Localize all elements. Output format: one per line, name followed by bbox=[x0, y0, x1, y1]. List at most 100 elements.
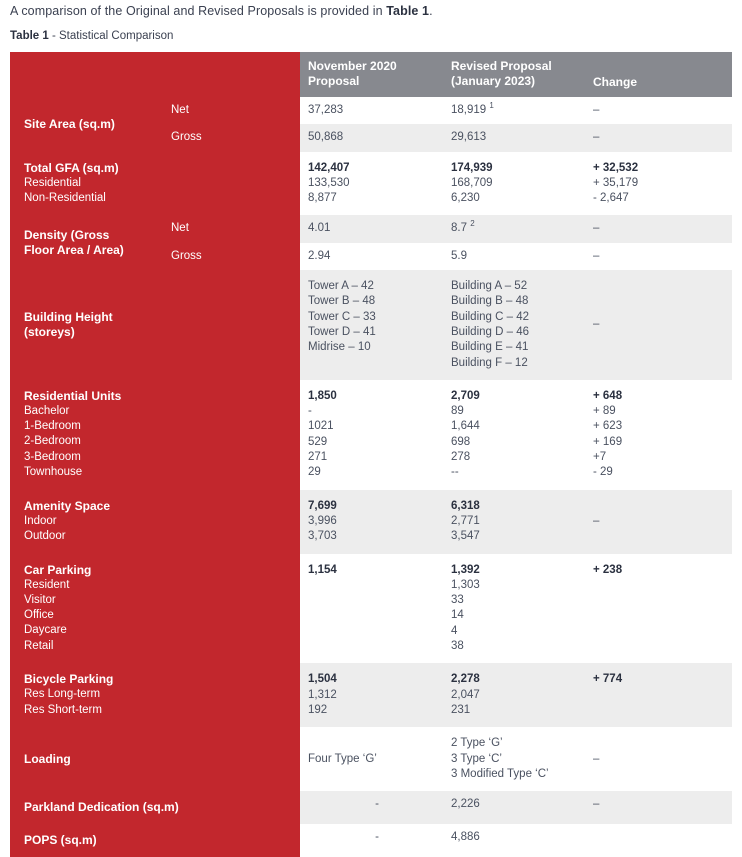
intro-text-after: . bbox=[429, 4, 433, 18]
runits-chg-3: + 169 bbox=[593, 435, 623, 448]
header-november: November 2020 Proposal bbox=[300, 52, 443, 97]
carpark-rev-5: 38 bbox=[451, 640, 464, 653]
cell-density-net-change: – bbox=[585, 215, 732, 243]
header-revised-line2: (January 2023) bbox=[451, 74, 536, 88]
row-label-total-gfa: Total GFA (sq.m) Residential Non-Residen… bbox=[10, 151, 300, 216]
bike-nov-2: 192 bbox=[308, 703, 328, 716]
sub-label-site-area-gross: Gross bbox=[157, 124, 300, 152]
cell-site-area-gross-revised: 29,613 bbox=[443, 124, 585, 152]
table-row-density-gross: Gross 2.94 5.9 – bbox=[10, 242, 732, 271]
table-row-residential-units: Residential Units Bachelor 1-Bedroom 2-B… bbox=[10, 379, 732, 490]
row-label-parkland-dedication: Parkland Dedication (sq.m) bbox=[10, 791, 300, 825]
carpark-nov-0: 1,154 bbox=[308, 563, 337, 576]
runits-rev-2: 1,644 bbox=[451, 420, 480, 433]
runits-chg-4: +7 bbox=[593, 451, 607, 464]
runits-nov-1: - bbox=[308, 405, 312, 418]
table-caption-rest: - Statistical Comparison bbox=[48, 30, 174, 42]
carpark-rev-0: 1,392 bbox=[451, 563, 480, 576]
row-label-building-height-line1: Building Height bbox=[24, 309, 113, 324]
cell-density-gross-change: – bbox=[585, 242, 732, 271]
document-page: A comparison of the Original and Revised… bbox=[10, 4, 732, 857]
amenity-rev-1: 2,771 bbox=[451, 514, 480, 527]
row-sublabel-bachelor: Bachelor bbox=[24, 404, 70, 417]
height-nov-1: Tower B – 48 bbox=[308, 295, 376, 308]
cell-density-net-november: 4.01 bbox=[300, 215, 443, 243]
cell-loading-revised: 2 Type ‘G’ 3 Type ‘C’ 3 Modified Type ‘C… bbox=[443, 727, 585, 792]
cell-density-gross-revised: 5.9 bbox=[443, 242, 585, 271]
cell-amenity-space-november: 7,699 3,996 3,703 bbox=[300, 489, 443, 554]
cell-car-parking-revised: 1,392 1,303 33 14 4 38 bbox=[443, 553, 585, 664]
runits-nov-3: 529 bbox=[308, 435, 328, 448]
cell-total-gfa-change-total: + 32,532 bbox=[593, 161, 639, 174]
cell-site-area-gross-november: 50,868 bbox=[300, 124, 443, 152]
row-sublabel-indoor: Indoor bbox=[24, 514, 57, 527]
carpark-rev-3: 14 bbox=[451, 609, 464, 622]
carpark-chg-0: + 238 bbox=[593, 563, 623, 576]
footnote-marker-2: 2 bbox=[470, 219, 475, 229]
cell-total-gfa-revised: 174,939 168,709 6,230 bbox=[443, 151, 585, 216]
runits-nov-4: 271 bbox=[308, 451, 328, 464]
table-row-car-parking: Car Parking Resident Visitor Office Dayc… bbox=[10, 553, 732, 664]
cell-bicycle-parking-november: 1,504 1,312 192 bbox=[300, 663, 443, 728]
sub-label-site-area-net: Net bbox=[157, 97, 300, 125]
header-november-line1: November 2020 bbox=[308, 59, 397, 73]
table-row-site-area-net: Site Area (sq.m) Net 37,283 18,919 1 – bbox=[10, 97, 732, 152]
bike-rev-1: 2,047 bbox=[451, 688, 480, 701]
row-sublabel-res-short-term: Res Short-term bbox=[24, 703, 102, 716]
cell-pops-revised: 4,886 bbox=[443, 824, 585, 857]
row-label-density-line1: Density (Gross bbox=[24, 227, 110, 242]
cell-total-gfa-november-nonres: 8,877 bbox=[308, 192, 337, 205]
table-caption-label: Table 1 bbox=[10, 30, 49, 42]
cell-bicycle-parking-change: + 774 bbox=[585, 663, 732, 728]
cell-car-parking-november: 1,154 bbox=[300, 553, 443, 664]
row-sublabel-retail: Retail bbox=[24, 639, 54, 652]
cell-site-area-net-november: 37,283 bbox=[300, 97, 443, 125]
cell-building-height-change: – bbox=[585, 270, 732, 380]
footnote-marker-1: 1 bbox=[489, 101, 494, 111]
intro-emphasis: Table 1 bbox=[386, 4, 430, 18]
runits-chg-2: + 623 bbox=[593, 420, 623, 433]
row-label-pops: POPS (sq.m) bbox=[10, 824, 300, 857]
table-header-row: November 2020 Proposal Revised Proposal … bbox=[10, 52, 732, 97]
amenity-rev-0: 6,318 bbox=[451, 499, 480, 512]
row-label-residential-units-main: Residential Units bbox=[24, 388, 122, 403]
statistical-comparison-table: November 2020 Proposal Revised Proposal … bbox=[10, 52, 732, 857]
cell-amenity-space-revised: 6,318 2,771 3,547 bbox=[443, 489, 585, 554]
cell-pops-november: - bbox=[300, 824, 443, 857]
runits-nov-0: 1,850 bbox=[308, 389, 337, 402]
header-november-line2: Proposal bbox=[308, 74, 360, 88]
header-blank-cell bbox=[10, 52, 300, 97]
cell-car-parking-change: + 238 bbox=[585, 553, 732, 664]
cell-building-height-november: Tower A – 42 Tower B – 48 Tower C – 33 T… bbox=[300, 270, 443, 380]
cell-pops-change bbox=[585, 824, 732, 857]
row-sublabel-1-bedroom: 1-Bedroom bbox=[24, 420, 81, 433]
cell-site-area-net-revised-value: 18,919 bbox=[451, 104, 487, 116]
cell-total-gfa-november-res: 133,530 bbox=[308, 176, 350, 189]
row-label-site-area: Site Area (sq.m) bbox=[10, 97, 157, 152]
height-rev-1: Building B – 48 bbox=[451, 295, 529, 308]
height-rev-0: Building A – 52 bbox=[451, 280, 528, 293]
row-sublabel-resident: Resident bbox=[24, 578, 70, 591]
height-rev-4: Building E – 41 bbox=[451, 341, 529, 354]
height-rev-2: Building C – 42 bbox=[451, 310, 529, 323]
runits-nov-5: 29 bbox=[308, 466, 321, 479]
row-label-bicycle-parking: Bicycle Parking Res Long-term Res Short-… bbox=[10, 663, 300, 728]
amenity-nov-1: 3,996 bbox=[308, 514, 337, 527]
cell-site-area-net-change: – bbox=[585, 97, 732, 125]
cell-site-area-gross-change: – bbox=[585, 124, 732, 152]
carpark-rev-4: 4 bbox=[451, 624, 458, 637]
cell-total-gfa-revised-total: 174,939 bbox=[451, 161, 493, 174]
row-sublabel-3-bedroom: 3-Bedroom bbox=[24, 450, 81, 463]
row-sublabel-visitor: Visitor bbox=[24, 593, 56, 606]
cell-total-gfa-change: + 32,532 + 35,179 - 2,647 bbox=[585, 151, 732, 216]
table-row-amenity-space: Amenity Space Indoor Outdoor 7,699 3,996… bbox=[10, 489, 732, 554]
height-nov-2: Tower C – 33 bbox=[308, 310, 376, 323]
sub-label-density-net: Net bbox=[157, 215, 300, 243]
amenity-rev-2: 3,547 bbox=[451, 530, 480, 543]
cell-residential-units-change: + 648 + 89 + 623 + 169 +7 - 29 bbox=[585, 379, 732, 490]
row-sublabel-2-bedroom: 2-Bedroom bbox=[24, 435, 81, 448]
row-sublabel-office: Office bbox=[24, 609, 54, 622]
runits-rev-4: 278 bbox=[451, 451, 471, 464]
loading-nov-0: Four Type ‘G’ bbox=[308, 752, 377, 765]
amenity-nov-0: 7,699 bbox=[308, 499, 337, 512]
